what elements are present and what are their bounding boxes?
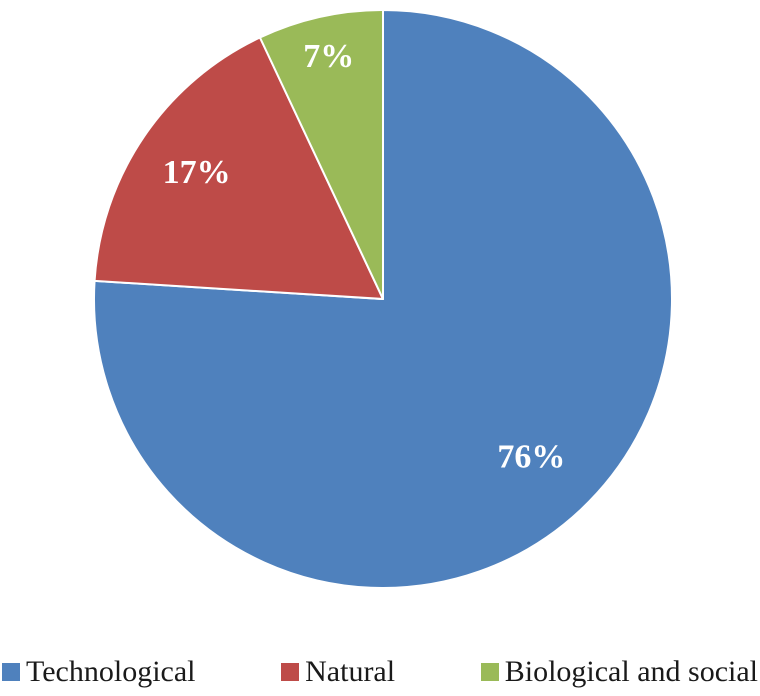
legend-swatch-natural bbox=[281, 662, 300, 681]
pie-slice-biological-and-social bbox=[258, 9, 384, 300]
legend-label-technological: Technological bbox=[26, 655, 196, 688]
legend-item-natural: Natural bbox=[281, 655, 395, 688]
legend-item-biological-and-social: Biological and social bbox=[480, 655, 758, 688]
legend-item-technological: Technological bbox=[2, 655, 196, 688]
pie-chart: 76% 17% 7% bbox=[93, 9, 673, 589]
pie-slice-label-biological-and-social: 7% bbox=[303, 38, 354, 75]
legend-swatch-biological-and-social bbox=[480, 662, 499, 681]
pie-chart-svg: 76% 17% 7% bbox=[93, 9, 673, 589]
pie-slice-label-natural: 17% bbox=[163, 154, 231, 191]
legend-label-biological-and-social: Biological and social bbox=[504, 655, 758, 688]
pie-slice-label-technological: 76% bbox=[497, 439, 565, 476]
chart-legend: Technological Natural Biological and soc… bbox=[0, 655, 760, 688]
pie-slice-natural bbox=[93, 36, 384, 300]
legend-label-natural: Natural bbox=[305, 655, 396, 688]
legend-swatch-technological bbox=[2, 662, 20, 681]
